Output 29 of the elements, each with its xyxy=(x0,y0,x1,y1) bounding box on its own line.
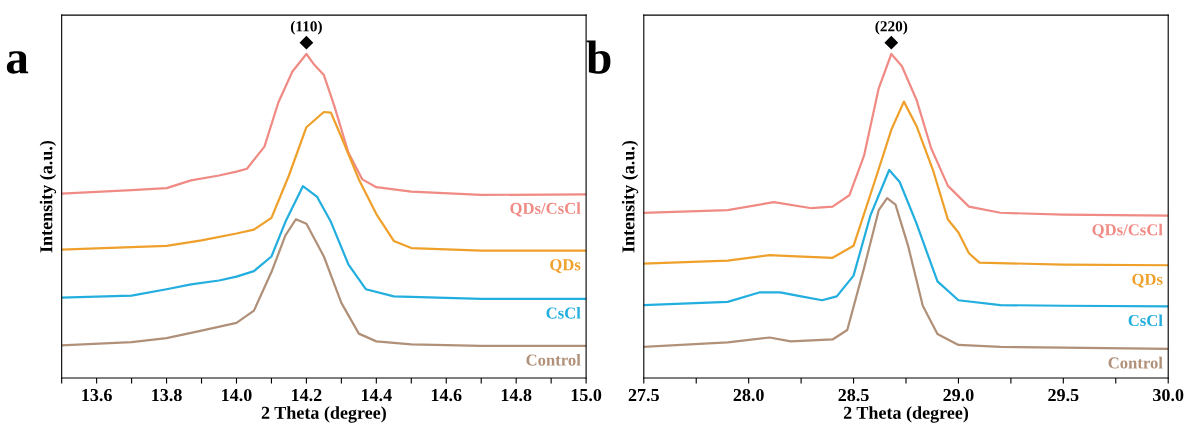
text: a xyxy=(6,51,29,74)
x-axis-title: 2 Theta (degree) xyxy=(261,406,386,423)
series-label: QDs/CsCl xyxy=(510,202,581,217)
x-tick-label: 28.5 xyxy=(838,388,869,402)
x-tick-label: 29.0 xyxy=(943,388,974,402)
y-axis-title: Intensity (a.u.) xyxy=(621,140,639,253)
x-tick-label: 13.6 xyxy=(82,388,112,402)
y-axis-title: Intensity (a.u.) xyxy=(39,140,57,253)
series-label: QDs/CsCl xyxy=(1092,223,1163,238)
series-label: Control xyxy=(1108,356,1163,369)
x-tick-label: 29.5 xyxy=(1048,388,1079,402)
x-tick-label: 30.0 xyxy=(1153,388,1184,402)
text: (220) xyxy=(875,20,908,35)
x-tick-label: 14.4 xyxy=(361,389,392,402)
series-label: QDs xyxy=(1132,273,1163,288)
series-label: Control xyxy=(526,353,581,366)
series-label: CsCl xyxy=(546,306,581,319)
x-tick-label: 27.5 xyxy=(628,388,659,402)
x-tick-label: 28.0 xyxy=(733,388,764,402)
x-tick-label: 14.0 xyxy=(222,388,252,402)
x-tick-label: 15.0 xyxy=(571,388,602,402)
x-tick-label: 14.2 xyxy=(292,388,322,402)
text: (110) xyxy=(290,20,322,35)
x-tick-label: 14.8 xyxy=(501,388,532,402)
x-tick-label: 13.8 xyxy=(152,388,182,402)
series-label: CsCl xyxy=(1128,314,1163,327)
x-axis-title: 2 Theta (degree) xyxy=(843,406,969,423)
x-tick-label: 14.6 xyxy=(431,388,462,402)
series-label: QDs xyxy=(550,259,581,273)
